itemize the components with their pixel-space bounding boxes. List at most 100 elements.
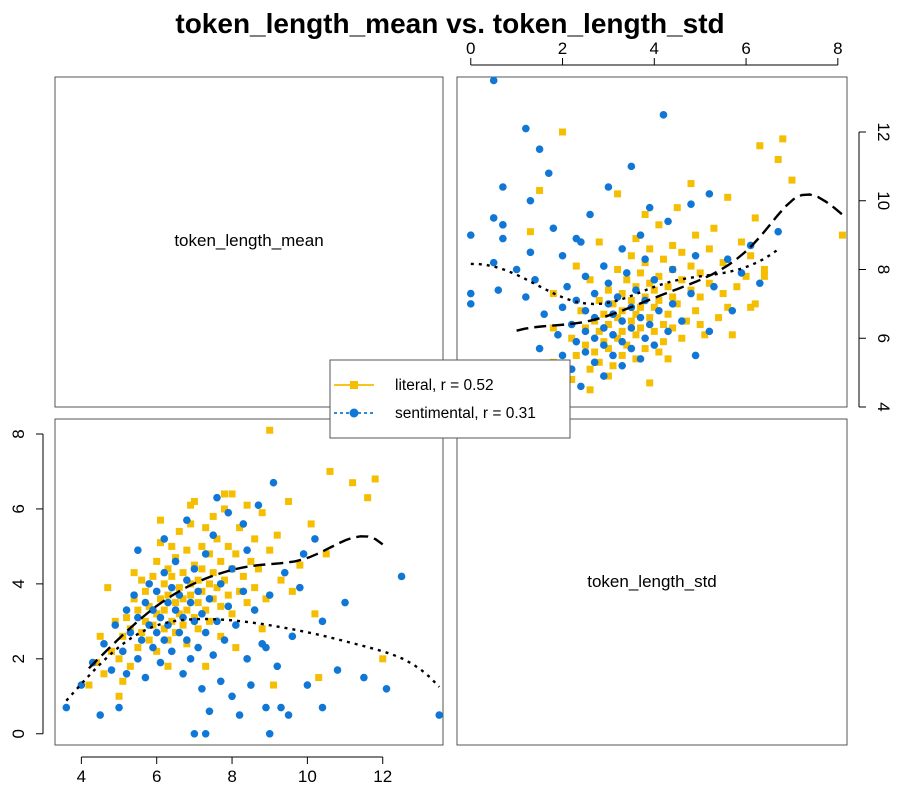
point-literal-top-right-24 (678, 334, 686, 342)
point-sentimental-bottom-left-97 (262, 643, 270, 652)
y-tick-label-bottom-left: 6 (9, 504, 28, 513)
point-literal-bottom-left-40 (175, 584, 183, 592)
point-literal-top-right-40 (646, 314, 654, 322)
point-literal-bottom-left-13 (134, 644, 142, 652)
point-sentimental-top-right-54 (710, 282, 718, 291)
point-literal-bottom-left-88 (251, 584, 259, 592)
point-literal-bottom-left-96 (285, 497, 293, 505)
point-literal-top-right-33 (637, 324, 645, 332)
legend-marker-sentimental (349, 408, 359, 418)
y-tick-label-bottom-left: 2 (9, 654, 28, 663)
point-literal-bottom-left-30 (160, 606, 168, 614)
point-literal-bottom-left-18 (141, 587, 149, 595)
point-sentimental-top-right-97 (572, 234, 581, 243)
point-sentimental-bottom-left-31 (167, 647, 176, 656)
point-literal-bottom-left-17 (141, 617, 149, 625)
point-literal-bottom-left-34 (168, 542, 176, 550)
point-literal-bottom-left-112 (221, 490, 229, 498)
point-literal-top-right-44 (664, 310, 672, 318)
point-literal-bottom-left-85 (243, 501, 251, 509)
point-literal-bottom-left-119 (311, 610, 319, 618)
point-literal-bottom-left-116 (164, 662, 172, 670)
point-sentimental-top-right-55 (604, 279, 613, 288)
point-sentimental-top-right-80 (645, 203, 654, 212)
point-sentimental-top-right-64 (489, 258, 498, 267)
point-literal-bottom-left-97 (288, 587, 296, 595)
point-sentimental-bottom-left-82 (311, 535, 319, 543)
point-literal-bottom-left-3 (100, 670, 108, 678)
point-literal-top-right-78 (614, 266, 622, 273)
point-sentimental-bottom-left-8 (119, 647, 127, 656)
point-literal-top-right-31 (669, 324, 677, 332)
point-literal-top-right-37 (627, 317, 635, 325)
point-sentimental-bottom-left-9 (122, 606, 131, 614)
point-literal-top-right-116 (549, 324, 557, 332)
point-sentimental-top-right-48 (613, 293, 622, 301)
point-sentimental-bottom-left-4 (100, 640, 108, 648)
point-literal-bottom-left-7 (115, 655, 123, 663)
point-sentimental-top-right-30 (645, 320, 654, 329)
legend: literal, r = 0.52 sentimental, r = 0.31 (329, 359, 571, 439)
point-sentimental-top-right-67 (691, 251, 700, 260)
point-sentimental-top-right-75 (774, 227, 782, 236)
point-literal-bottom-left-93 (266, 546, 274, 554)
point-sentimental-bottom-left-5 (107, 666, 116, 674)
point-literal-top-right-102 (788, 176, 796, 184)
point-literal-bottom-left-68 (209, 569, 217, 577)
point-literal-top-right-83 (659, 255, 667, 263)
point-literal-bottom-left-43 (179, 621, 187, 629)
point-literal-top-right-5 (604, 372, 612, 380)
point-sentimental-bottom-left-10 (122, 670, 131, 678)
point-literal-bottom-left-118 (258, 625, 266, 633)
point-sentimental-top-right-39 (581, 306, 590, 315)
point-literal-top-right-104 (756, 142, 764, 150)
point-sentimental-bottom-left-83 (318, 703, 327, 712)
point-literal-top-right-49 (650, 303, 658, 311)
point-literal-bottom-left-44 (179, 569, 187, 577)
point-sentimental-top-right-89 (489, 76, 498, 85)
point-literal-bottom-left-83 (239, 572, 247, 580)
x-tick-label-bottom-left: 8 (227, 767, 236, 786)
point-literal-top-right-9 (609, 362, 617, 370)
y-tick-label-top-right: 4 (874, 402, 893, 411)
point-sentimental-bottom-left-99 (277, 703, 285, 712)
point-literal-top-right-4 (568, 376, 576, 383)
legend-label-literal: literal, r = 0.52 (395, 377, 494, 394)
point-literal-bottom-left-108 (232, 644, 240, 652)
point-literal-top-right-8 (586, 365, 594, 373)
x-tick-label-bottom-left: 12 (373, 767, 392, 786)
point-sentimental-top-right-37 (540, 310, 548, 318)
point-sentimental-top-right-26 (664, 327, 672, 336)
point-literal-top-right-85 (747, 252, 755, 260)
point-sentimental-bottom-left-85 (341, 598, 349, 607)
point-literal-bottom-left-101 (322, 550, 330, 558)
point-sentimental-bottom-left-51 (205, 707, 214, 716)
point-literal-top-right-29 (650, 327, 658, 335)
point-literal-bottom-left-56 (194, 576, 202, 584)
point-literal-top-right-64 (604, 286, 612, 294)
point-sentimental-top-right-6 (600, 372, 608, 380)
point-sentimental-bottom-left-52 (205, 595, 214, 603)
point-sentimental-top-right-50 (590, 289, 599, 298)
point-sentimental-top-right-58 (581, 272, 590, 281)
point-sentimental-bottom-left-64 (235, 711, 244, 719)
point-literal-top-right-111 (747, 303, 755, 311)
point-literal-top-right-76 (696, 269, 704, 277)
point-sentimental-bottom-left-42 (190, 729, 199, 738)
point-sentimental-bottom-left-56 (216, 677, 225, 686)
point-literal-top-right-17 (604, 345, 612, 353)
point-literal-bottom-left-91 (262, 595, 270, 603)
point-sentimental-bottom-left-27 (160, 636, 169, 644)
point-literal-top-right-63 (650, 286, 658, 294)
point-sentimental-top-right-95 (728, 306, 737, 315)
point-literal-top-right-57 (595, 296, 603, 304)
point-sentimental-bottom-left-26 (160, 568, 169, 577)
point-literal-top-right-2 (586, 386, 594, 394)
point-literal-bottom-left-0 (85, 681, 93, 689)
point-sentimental-top-right-63 (600, 262, 608, 270)
point-literal-bottom-left-54 (190, 497, 198, 505)
point-literal-bottom-left-29 (160, 580, 168, 588)
point-literal-bottom-left-75 (224, 591, 232, 599)
point-literal-bottom-left-61 (202, 606, 210, 614)
